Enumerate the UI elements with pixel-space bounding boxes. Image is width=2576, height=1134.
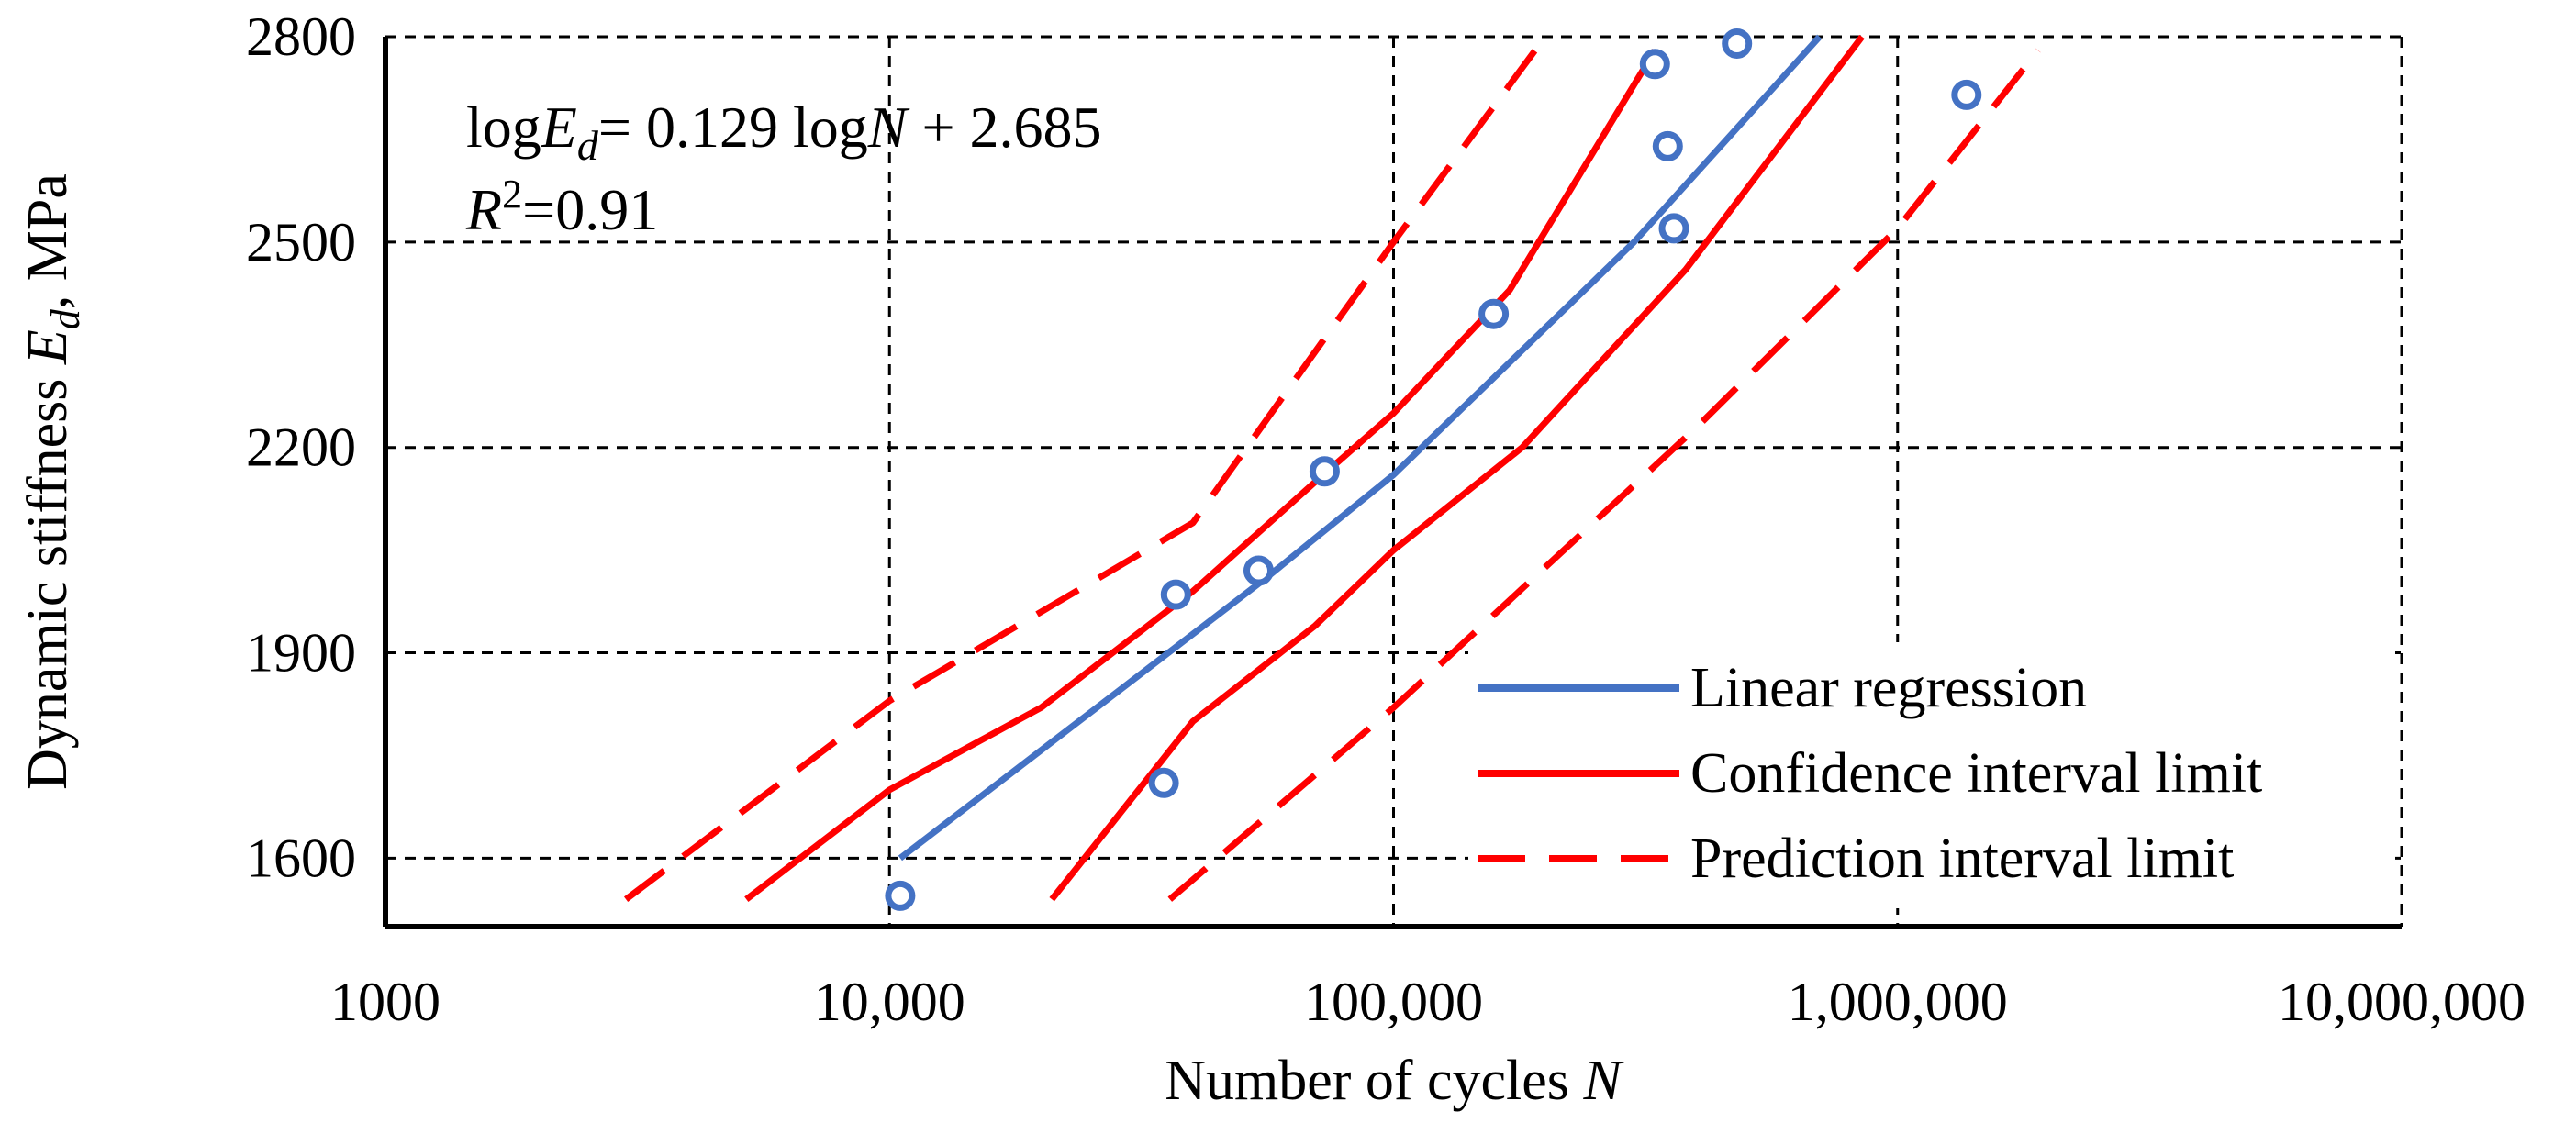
axes — [383, 37, 2402, 929]
grid-lines — [385, 35, 2403, 927]
y-axis-title: Dynamic stiffness Ed, MPa — [17, 173, 88, 790]
confidence-interval-limit-line-2 — [1049, 34, 1865, 902]
equation-var-2: N — [867, 94, 910, 160]
y-tick-label-0: 1600 — [246, 828, 356, 888]
equation-var-1: E — [541, 94, 577, 160]
data-point-6 — [1639, 49, 1670, 80]
data-point-2 — [1160, 579, 1191, 610]
equation-part-3: + 2.685 — [907, 94, 1101, 160]
legend: Linear regression Confidence interval li… — [1468, 642, 2395, 908]
data-point-7 — [1652, 130, 1683, 161]
data-point-10 — [1951, 79, 1982, 110]
series-lines — [623, 34, 2041, 902]
y-tick-label-3: 2500 — [246, 212, 356, 272]
equation-part-2: = 0.129 log — [598, 94, 868, 160]
y-tick-label-2: 2200 — [246, 417, 356, 478]
r-squared-value: =0.91 — [522, 177, 658, 242]
regression-equation: logEd= 0.129 logN + 2.685 — [466, 94, 1102, 169]
prediction-interval-limit-line-3 — [623, 34, 1548, 902]
y-axis-title-prefix: Dynamic stiffness — [17, 364, 79, 790]
data-point-0 — [885, 880, 916, 911]
data-point-5 — [1478, 298, 1510, 329]
y-axis-title-suffix: , MPa — [17, 173, 79, 309]
data-point-9 — [1722, 28, 1753, 59]
equation-sub-1: d — [577, 122, 599, 169]
legend-label-confidence-interval: Confidence interval limit — [1690, 742, 2262, 805]
y-tick-labels: 1600 1900 2200 2500 2800 — [246, 6, 356, 888]
data-point-4 — [1309, 456, 1340, 487]
x-axis-title-text: Number of cycles — [1165, 1050, 1583, 1112]
y-tick-label-1: 1900 — [246, 623, 356, 684]
x-tick-label-4: 10,000,000 — [2278, 972, 2526, 1032]
x-axis-title-var: N — [1582, 1050, 1624, 1112]
equation-part-1: log — [466, 94, 541, 160]
r-squared-var: R — [465, 177, 502, 242]
r-squared: R2=0.91 — [465, 172, 658, 242]
legend-label-linear-regression: Linear regression — [1690, 657, 2087, 719]
data-point-8 — [1658, 213, 1689, 244]
data-points — [885, 28, 1982, 911]
y-axis-title-var: E — [17, 329, 79, 365]
data-point-1 — [1148, 767, 1179, 798]
legend-label-prediction-interval: Prediction interval limit — [1690, 828, 2234, 890]
x-axis-title: Number of cycles N — [1165, 1050, 1624, 1112]
r-squared-sup: 2 — [502, 172, 522, 217]
y-axis-title-sub: d — [43, 308, 88, 329]
x-tick-label-0: 1000 — [330, 972, 440, 1032]
y-tick-label-4: 2800 — [246, 6, 356, 67]
x-tick-label-2: 100,000 — [1304, 972, 1483, 1032]
x-tick-label-3: 1,000,000 — [1788, 972, 2008, 1032]
x-tick-label-1: 10,000 — [814, 972, 965, 1032]
x-tick-labels: 1000 10,000 100,000 1,000,000 10,000,000 — [330, 972, 2526, 1032]
linear-regression-line-0 — [898, 34, 1823, 862]
data-point-3 — [1243, 555, 1274, 586]
